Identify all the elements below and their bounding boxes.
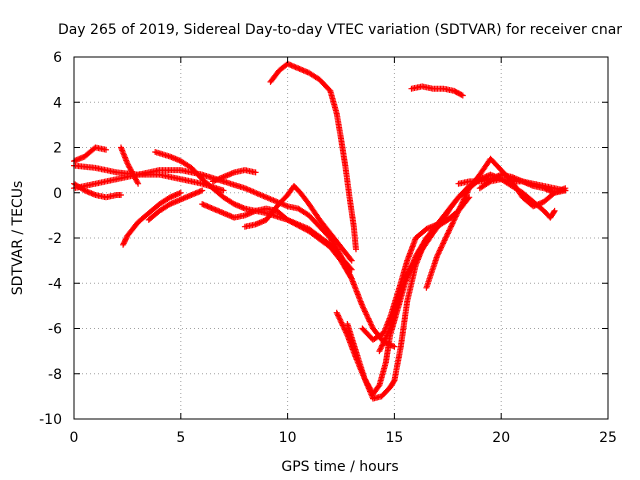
y-tick-label: -6 — [48, 322, 62, 338]
y-tick-label: -10 — [39, 412, 62, 428]
series-arc-4 — [71, 167, 227, 192]
x-tick-label: 0 — [70, 430, 79, 446]
y-tick-label: 0 — [53, 186, 62, 202]
axis-ticks: 0 5 10 15 20 25 -10 -8 -6 -4 -2 0 2 4 6 — [39, 50, 617, 446]
data-marker — [486, 179, 493, 186]
data-marker — [252, 169, 259, 176]
x-tick-label: 20 — [492, 430, 510, 446]
data-marker — [353, 246, 359, 253]
data-marker — [177, 189, 184, 196]
y-tick-label: 4 — [53, 95, 62, 111]
series-arc-1 — [71, 144, 109, 165]
x-tick-label: 15 — [385, 430, 403, 446]
plot-data — [71, 60, 569, 402]
data-marker — [562, 187, 569, 194]
x-tick-label: 10 — [279, 430, 297, 446]
data-marker — [348, 257, 355, 264]
y-axis-label: SDTVAR / TECUs — [10, 181, 26, 296]
x-tick-label: 5 — [176, 430, 185, 446]
y-tick-label: 6 — [53, 50, 62, 66]
y-tick-label: 2 — [53, 141, 62, 157]
data-marker — [103, 146, 109, 153]
data-marker — [347, 256, 354, 263]
series-arc-7 — [145, 187, 206, 223]
series-arc-13 — [267, 60, 359, 253]
y-tick-label: -2 — [48, 231, 62, 247]
data-marker — [459, 92, 466, 99]
y-tick-label: -8 — [48, 367, 62, 383]
series-arc-20 — [476, 176, 569, 194]
data-marker — [458, 91, 465, 98]
data-marker — [551, 207, 558, 214]
y-tick-label: -4 — [48, 276, 62, 292]
series-arc-6 — [120, 189, 184, 248]
data-marker — [391, 343, 398, 350]
x-axis-label: GPS time / hours — [281, 459, 398, 475]
series-arc-5 — [118, 144, 142, 187]
data-marker — [135, 180, 142, 187]
series-arc-12 — [220, 178, 398, 350]
data-marker — [303, 68, 310, 75]
data-marker — [220, 187, 227, 194]
data-marker — [118, 192, 124, 198]
data-marker — [390, 378, 397, 385]
series-arc-10 — [209, 167, 259, 185]
x-tick-label: 25 — [599, 430, 617, 446]
series-arc-21 — [408, 83, 466, 99]
data-marker — [199, 187, 206, 194]
chart-title: Day 265 of 2019, Sidereal Day-to-day VTE… — [58, 22, 622, 38]
data-marker — [550, 209, 557, 215]
